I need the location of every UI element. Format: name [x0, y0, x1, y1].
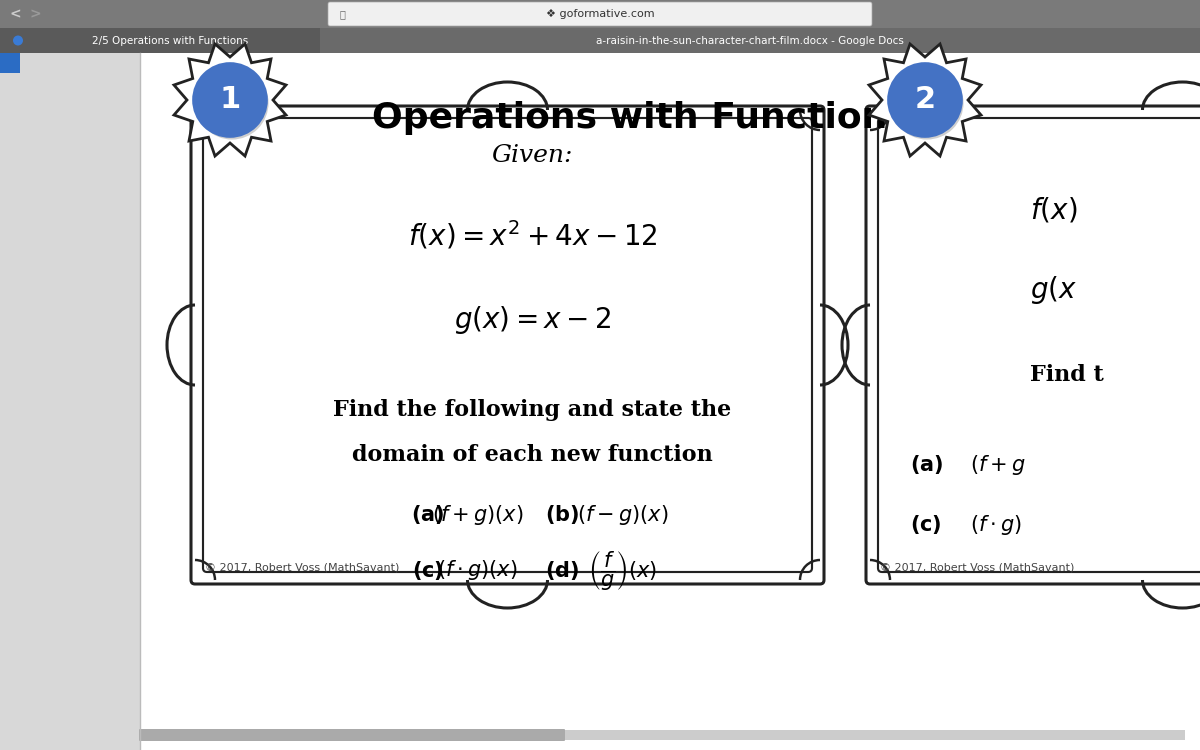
Text: 2: 2: [914, 86, 936, 115]
Text: $(f - g)(x)$: $(f - g)(x)$: [577, 503, 668, 527]
FancyBboxPatch shape: [0, 28, 320, 53]
Text: 1: 1: [220, 86, 241, 115]
FancyBboxPatch shape: [139, 729, 565, 741]
FancyBboxPatch shape: [191, 106, 824, 584]
Bar: [0, 0, 1200, 28]
Polygon shape: [174, 44, 286, 156]
Text: Operations with Functions: Operations with Functions: [372, 101, 908, 135]
Text: $\mathbf{(a)}$: $\mathbf{(a)}$: [410, 503, 444, 526]
Circle shape: [192, 62, 268, 138]
Text: Find the following and state the: Find the following and state the: [334, 399, 732, 421]
Bar: [140, 730, 1186, 740]
Bar: [0, 53, 20, 73]
Circle shape: [887, 62, 962, 138]
Text: $g(x) = x - 2$: $g(x) = x - 2$: [454, 304, 611, 336]
Text: $(f + g$: $(f + g$: [970, 453, 1026, 477]
Text: $\mathbf{(c)}$: $\mathbf{(c)}$: [412, 559, 443, 581]
Text: $g(x$: $g(x$: [1030, 274, 1078, 306]
Text: $\mathbf{(a)}$: $\mathbf{(a)}$: [910, 454, 943, 476]
Text: $\mathbf{(b)}$: $\mathbf{(b)}$: [545, 503, 580, 526]
Text: $(f \cdot g)(x)$: $(f \cdot g)(x)$: [437, 558, 517, 582]
FancyBboxPatch shape: [328, 2, 872, 26]
FancyBboxPatch shape: [866, 106, 1200, 584]
Text: >: >: [29, 7, 41, 21]
Text: $f(x) = x^2 + 4x - 12$: $f(x) = x^2 + 4x - 12$: [408, 218, 658, 251]
Text: Given:: Given:: [492, 143, 574, 166]
Text: $\mathbf{(d)}$: $\mathbf{(d)}$: [545, 559, 580, 581]
Bar: [140, 53, 1200, 750]
Text: $(f + g)(x)$: $(f + g)(x)$: [432, 503, 523, 527]
Text: ❖ goformative.com: ❖ goformative.com: [546, 9, 654, 19]
Text: 🔒: 🔒: [340, 9, 346, 19]
Text: Find t: Find t: [1030, 364, 1104, 386]
Polygon shape: [869, 44, 982, 156]
Text: $(f \cdot g)$: $(f \cdot g)$: [970, 513, 1022, 537]
Text: © 2017, Robert Voss (MathSavant): © 2017, Robert Voss (MathSavant): [205, 562, 400, 572]
Bar: [0, 53, 140, 750]
Circle shape: [890, 67, 964, 140]
Text: domain of each new function: domain of each new function: [352, 444, 713, 466]
Bar: [0, 28, 1200, 53]
Circle shape: [196, 67, 269, 140]
Text: a-raisin-in-the-sun-character-chart-film.docx - Google Docs: a-raisin-in-the-sun-character-chart-film…: [596, 35, 904, 46]
Text: $f(x)$: $f(x)$: [1030, 196, 1078, 224]
Text: 2/5 Operations with Functions: 2/5 Operations with Functions: [92, 35, 248, 46]
Text: <: <: [10, 7, 20, 21]
Text: $\left(\dfrac{f}{g}\right)(x)$: $\left(\dfrac{f}{g}\right)(x)$: [588, 548, 658, 592]
Text: © 2017, Robert Voss (MathSavant): © 2017, Robert Voss (MathSavant): [880, 562, 1074, 572]
Text: $\mathbf{(c)}$: $\mathbf{(c)}$: [910, 514, 942, 536]
Circle shape: [13, 35, 23, 46]
